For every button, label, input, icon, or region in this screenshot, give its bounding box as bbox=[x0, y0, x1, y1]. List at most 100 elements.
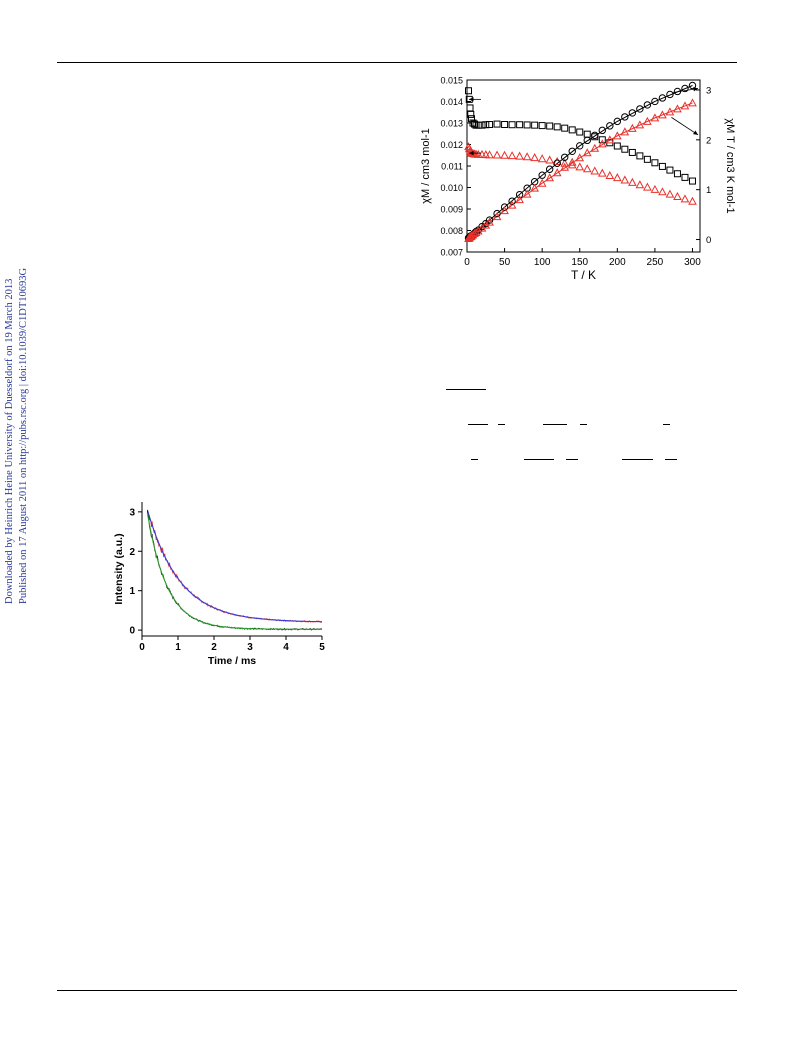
x-tick-label: 0 bbox=[139, 642, 145, 653]
data-point-triangle bbox=[545, 155, 555, 164]
data-point-square bbox=[482, 121, 490, 129]
fit-curve bbox=[468, 102, 693, 239]
x-tick-label: 50 bbox=[499, 257, 511, 268]
equation-fraction-bar bbox=[524, 459, 554, 460]
data-point-triangle bbox=[688, 196, 697, 205]
data-point-square bbox=[486, 121, 494, 129]
data-point-circle bbox=[591, 131, 599, 140]
decay-fit-curve bbox=[146, 509, 323, 623]
data-point-triangle bbox=[628, 177, 637, 186]
data-point-triangle bbox=[620, 127, 630, 136]
data-point-triangle bbox=[612, 131, 622, 140]
data-point-circle bbox=[568, 147, 576, 155]
data-point-triangle bbox=[560, 158, 570, 167]
data-point-square bbox=[666, 166, 674, 174]
data-point-triangle bbox=[567, 160, 577, 169]
x-axis-label: T / K bbox=[571, 268, 596, 282]
equation-fraction-bar bbox=[446, 389, 486, 390]
equation-fraction-bar bbox=[580, 424, 587, 425]
data-point-triangle bbox=[575, 162, 585, 171]
data-point-square bbox=[516, 121, 524, 129]
data-point-square bbox=[568, 126, 576, 134]
decay-fit-curve bbox=[146, 512, 322, 630]
data-point-triangle bbox=[665, 189, 675, 198]
data-point-triangle bbox=[673, 191, 682, 201]
axis-indicator-arrowhead bbox=[693, 130, 698, 135]
data-point-square bbox=[538, 122, 546, 130]
data-point-square bbox=[583, 130, 591, 138]
data-point-triangle bbox=[560, 162, 570, 171]
data-point-triangle bbox=[492, 150, 502, 159]
y-tick-label: 1 bbox=[129, 586, 135, 597]
data-point-triangle bbox=[582, 164, 592, 173]
y-tick-label: 3 bbox=[129, 507, 135, 518]
x-tick-label: 4 bbox=[283, 642, 289, 653]
data-point-triangle bbox=[665, 107, 675, 116]
footer-rule bbox=[57, 990, 737, 991]
equation-fraction-bar bbox=[665, 459, 677, 460]
y-left-tick-label: 0.009 bbox=[440, 205, 463, 215]
data-point-triangle bbox=[471, 228, 481, 237]
y-left-tick-label: 0.015 bbox=[440, 76, 463, 86]
data-point-triangle bbox=[635, 180, 645, 189]
data-point-triangle bbox=[612, 173, 622, 182]
data-point-triangle bbox=[597, 139, 607, 148]
data-point-triangle bbox=[620, 175, 630, 184]
equation-fraction-bar bbox=[622, 459, 653, 460]
x-tick-label: 150 bbox=[571, 257, 588, 268]
data-point-triangle bbox=[485, 150, 494, 159]
axis-indicator-arrow bbox=[671, 117, 699, 136]
data-point-square bbox=[681, 173, 689, 181]
publication-note: Published on 17 August 2011 on http://pu… bbox=[18, 267, 29, 604]
x-tick-label: 250 bbox=[647, 257, 664, 268]
data-point-circle bbox=[606, 122, 614, 130]
data-point-circle bbox=[538, 171, 546, 179]
x-tick-label: 100 bbox=[534, 257, 551, 268]
data-point-square bbox=[546, 122, 554, 130]
data-point-square bbox=[466, 104, 474, 112]
x-tick-label: 0 bbox=[464, 257, 470, 268]
data-point-square bbox=[493, 120, 501, 128]
data-point-triangle bbox=[688, 98, 697, 107]
data-point-square bbox=[598, 136, 606, 144]
data-point-circle bbox=[553, 159, 561, 167]
download-note: Downloaded by Heinrich Heine University … bbox=[4, 278, 15, 604]
data-point-triangle bbox=[530, 183, 539, 192]
y-left-tick-label: 0.008 bbox=[440, 226, 463, 236]
equation-fraction-bar bbox=[663, 424, 670, 425]
data-point-circle bbox=[493, 209, 501, 218]
data-point-triangle bbox=[530, 153, 539, 162]
equation-fraction-bar bbox=[468, 424, 488, 425]
data-point-circle bbox=[643, 101, 652, 109]
y-tick-label: 2 bbox=[129, 547, 135, 558]
data-point-square bbox=[478, 121, 486, 129]
data-point-triangle bbox=[468, 230, 478, 239]
data-point-triangle bbox=[507, 200, 517, 209]
data-point-circle bbox=[613, 117, 622, 126]
y-left-tick-label: 0.007 bbox=[440, 248, 463, 258]
data-point-triangle bbox=[485, 217, 494, 226]
data-point-triangle bbox=[680, 101, 690, 110]
axis-indicator-arrowhead bbox=[469, 150, 474, 156]
data-point-square bbox=[474, 121, 482, 129]
data-point-circle bbox=[658, 94, 667, 102]
y-left-tick-label: 0.012 bbox=[440, 140, 463, 150]
y-left-tick-label: 0.010 bbox=[440, 183, 463, 193]
data-point-triangle bbox=[658, 110, 667, 119]
data-point-circle bbox=[688, 81, 697, 90]
data-point-triangle bbox=[522, 189, 532, 198]
y-left-tick-label: 0.011 bbox=[441, 162, 463, 172]
x-axis-label: Time / ms bbox=[208, 655, 256, 667]
x-tick-label: 5 bbox=[319, 642, 325, 653]
y-right-axis-label: χM T / cm3 K mol-1 bbox=[724, 118, 736, 213]
data-point-square bbox=[576, 128, 584, 136]
data-point-triangle bbox=[680, 194, 690, 203]
data-point-square bbox=[501, 121, 509, 129]
data-point-circle bbox=[561, 153, 569, 161]
data-point-triangle bbox=[575, 153, 585, 162]
equation-fraction-bar bbox=[543, 424, 567, 425]
y-left-tick-label: 0.014 bbox=[440, 97, 463, 107]
axis-indicator-arrowhead bbox=[469, 97, 474, 102]
data-point-triangle bbox=[590, 143, 600, 152]
x-tick-label: 200 bbox=[609, 257, 626, 268]
